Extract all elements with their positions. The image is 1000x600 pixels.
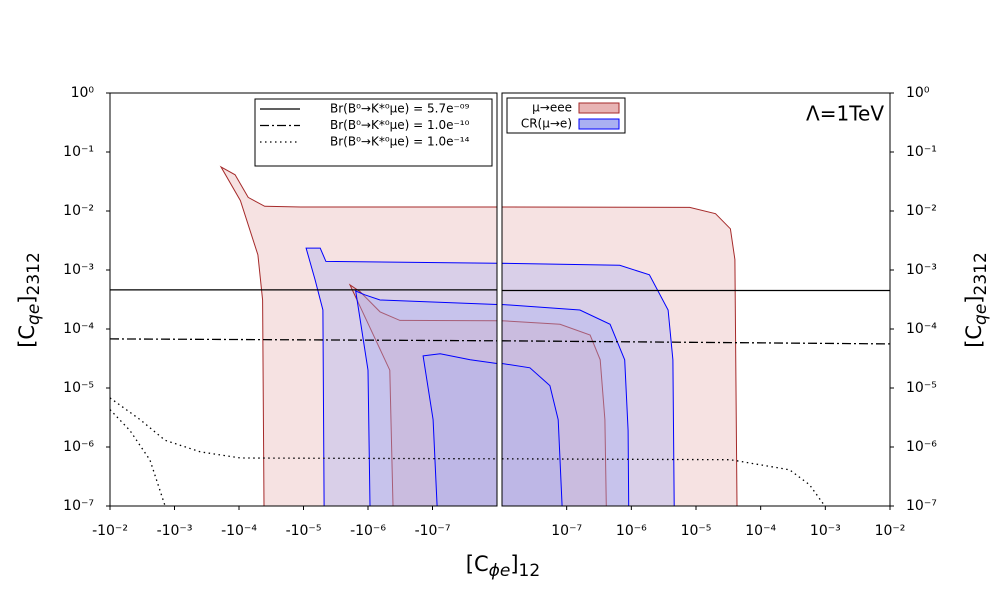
- axis-label-text: [C: [962, 325, 986, 348]
- x-tick-label: -10⁻²: [92, 523, 128, 539]
- annotation: Λ=1TeV: [806, 102, 884, 126]
- axis-label: [Cqe]2312: [962, 252, 991, 348]
- x-tick-label: 10⁻³: [810, 523, 841, 539]
- y-tick-label: 10⁰: [906, 85, 930, 101]
- panel-plot: [110, 165, 497, 506]
- x-tick-label: -10⁻⁷: [415, 523, 451, 539]
- axis-label-subscript: qe: [971, 304, 991, 325]
- y-tick-label: 10⁻⁵: [906, 380, 937, 396]
- axis-label-text: ]: [962, 295, 986, 303]
- contour-region: [502, 206, 738, 506]
- contour-region: [502, 262, 675, 506]
- br-line: [110, 397, 497, 460]
- axis-label-text: [C: [466, 552, 489, 576]
- legend-label: Br(B⁰→K*⁰μe) = 5.7e⁻⁰⁹: [330, 102, 470, 116]
- y-tick-label: 10⁻⁷: [906, 498, 937, 514]
- x-tick-label: -10⁻³: [157, 523, 193, 539]
- axis-label-text: ]: [510, 552, 518, 576]
- y-tick-label: 10⁻⁷: [63, 498, 94, 514]
- br-line: [110, 338, 497, 342]
- legend-swatch: [578, 102, 620, 114]
- x-tick-label: 10⁻⁵: [681, 523, 712, 539]
- axis-label-subscript: 2312: [24, 252, 44, 295]
- legend-box: [254, 98, 493, 167]
- legend-label: Br(B⁰→K*⁰μe) = 1.0e⁻¹⁴: [330, 135, 470, 149]
- y-tick-label: 10⁻¹: [906, 144, 937, 160]
- y-tick-label: 10⁻²: [906, 203, 937, 219]
- axis-label: [Cqe]2312: [15, 252, 44, 348]
- y-tick-label: 10⁻⁶: [63, 439, 94, 455]
- y-tick-label: 10⁻¹: [63, 144, 94, 160]
- axis-label-subscript: 2312: [971, 252, 991, 295]
- axis-label-text: [C: [15, 325, 39, 348]
- y-tick-label: 10⁻⁶: [906, 439, 937, 455]
- legend-label: CR(μ→e): [521, 117, 572, 131]
- axis-label-subscript: qe: [24, 304, 44, 325]
- x-tick-label: 10⁻⁴: [745, 523, 776, 539]
- y-tick-label: 10⁻⁴: [906, 321, 937, 337]
- contour-region: [219, 165, 497, 506]
- x-tick-label: 10⁻²: [875, 523, 906, 539]
- axis-label-subscript: 12: [519, 561, 541, 581]
- y-tick-label: 10⁻⁴: [63, 321, 94, 337]
- contour-region: [502, 303, 630, 506]
- y-tick-label: 10⁻³: [906, 262, 937, 278]
- axis-label-text: ]: [15, 295, 39, 303]
- axis-label-subscript: ϕe: [489, 561, 511, 581]
- contour-region: [355, 290, 497, 506]
- panel-plot: [502, 206, 890, 506]
- x-tick-label: 10⁻⁶: [616, 523, 647, 539]
- x-tick-label: -10⁻⁶: [350, 523, 386, 539]
- y-tick-label: 10⁻³: [63, 262, 94, 278]
- x-tick-label: 10⁻⁷: [551, 523, 582, 539]
- br-line: [502, 340, 890, 345]
- y-tick-label: 10⁰: [71, 85, 95, 101]
- x-tick-label: -10⁻⁴: [221, 523, 257, 539]
- x-tick-label: -10⁻⁵: [286, 523, 322, 539]
- y-tick-label: 10⁻⁵: [63, 380, 94, 396]
- contour-region: [422, 353, 497, 506]
- legend-label: Br(B⁰→K*⁰μe) = 1.0e⁻¹⁰: [330, 118, 470, 132]
- legend-label: μ→eee: [532, 101, 572, 115]
- y-tick-label: 10⁻²: [63, 203, 94, 219]
- axis-label: [Cϕe]12: [466, 552, 540, 581]
- contour-region: [502, 362, 563, 506]
- legend-swatch: [578, 118, 620, 130]
